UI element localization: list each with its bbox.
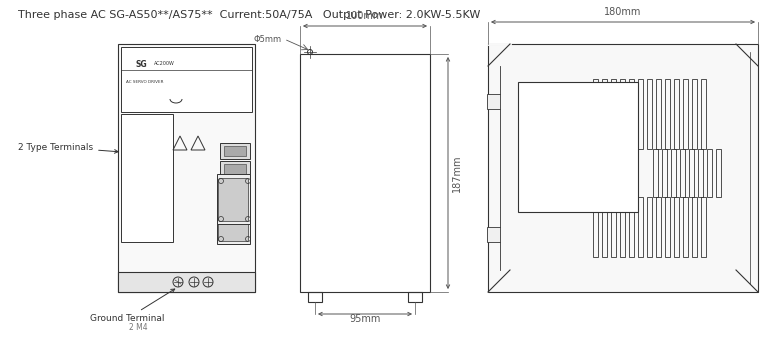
FancyBboxPatch shape: [218, 178, 249, 222]
Bar: [518, 82, 638, 212]
FancyBboxPatch shape: [218, 194, 249, 241]
Bar: [620, 197, 625, 257]
Bar: [487, 94, 500, 109]
Bar: [647, 79, 652, 149]
Text: AC200W: AC200W: [154, 61, 175, 66]
Bar: [638, 79, 643, 149]
Text: 2 M4: 2 M4: [129, 323, 147, 332]
Bar: [629, 197, 634, 257]
Bar: [118, 44, 255, 292]
Text: Three phase AC SG-AS50**/AS75**  Current:50A/75A   Output Power: 2.0KW-5.5KW: Three phase AC SG-AS50**/AS75** Current:…: [18, 10, 480, 20]
Bar: [674, 79, 679, 149]
Text: 100mm: 100mm: [347, 11, 384, 21]
Bar: [308, 292, 322, 302]
Bar: [698, 149, 703, 197]
Bar: [134, 121, 156, 127]
Text: SG: SG: [136, 60, 147, 69]
Bar: [602, 79, 607, 149]
Bar: [683, 197, 688, 257]
Bar: [647, 197, 652, 257]
Bar: [692, 197, 697, 257]
Bar: [674, 197, 679, 257]
Bar: [629, 79, 634, 149]
Bar: [665, 79, 670, 149]
Bar: [220, 143, 250, 159]
Bar: [611, 79, 616, 149]
Bar: [620, 79, 625, 149]
Bar: [680, 149, 685, 197]
Text: 187mm: 187mm: [452, 154, 462, 192]
Bar: [118, 272, 255, 292]
Bar: [488, 44, 758, 292]
Bar: [653, 149, 658, 197]
Bar: [716, 149, 721, 197]
Bar: [671, 149, 676, 197]
Bar: [692, 79, 697, 149]
Bar: [217, 174, 250, 224]
Text: 2 Type Terminals: 2 Type Terminals: [18, 143, 118, 153]
Bar: [220, 161, 250, 177]
Bar: [224, 146, 246, 156]
Bar: [217, 189, 250, 244]
Bar: [656, 79, 661, 149]
Text: Φ5mm: Φ5mm: [254, 34, 282, 44]
Bar: [701, 79, 706, 149]
Bar: [602, 197, 607, 257]
Bar: [683, 79, 688, 149]
Bar: [593, 79, 598, 149]
Bar: [300, 54, 430, 292]
Bar: [593, 197, 598, 257]
Bar: [408, 292, 422, 302]
Bar: [689, 149, 694, 197]
Bar: [487, 227, 500, 242]
Text: 95mm: 95mm: [349, 314, 381, 324]
Text: Ground Terminal: Ground Terminal: [90, 289, 174, 323]
Bar: [121, 114, 173, 242]
Text: 180mm: 180mm: [604, 7, 642, 17]
Bar: [707, 149, 712, 197]
Bar: [701, 197, 706, 257]
Bar: [224, 164, 246, 174]
Bar: [121, 47, 252, 112]
Bar: [638, 197, 643, 257]
Bar: [656, 197, 661, 257]
Bar: [665, 197, 670, 257]
Bar: [662, 149, 667, 197]
Bar: [611, 197, 616, 257]
Text: AC SERVO DRIVER: AC SERVO DRIVER: [126, 80, 164, 84]
